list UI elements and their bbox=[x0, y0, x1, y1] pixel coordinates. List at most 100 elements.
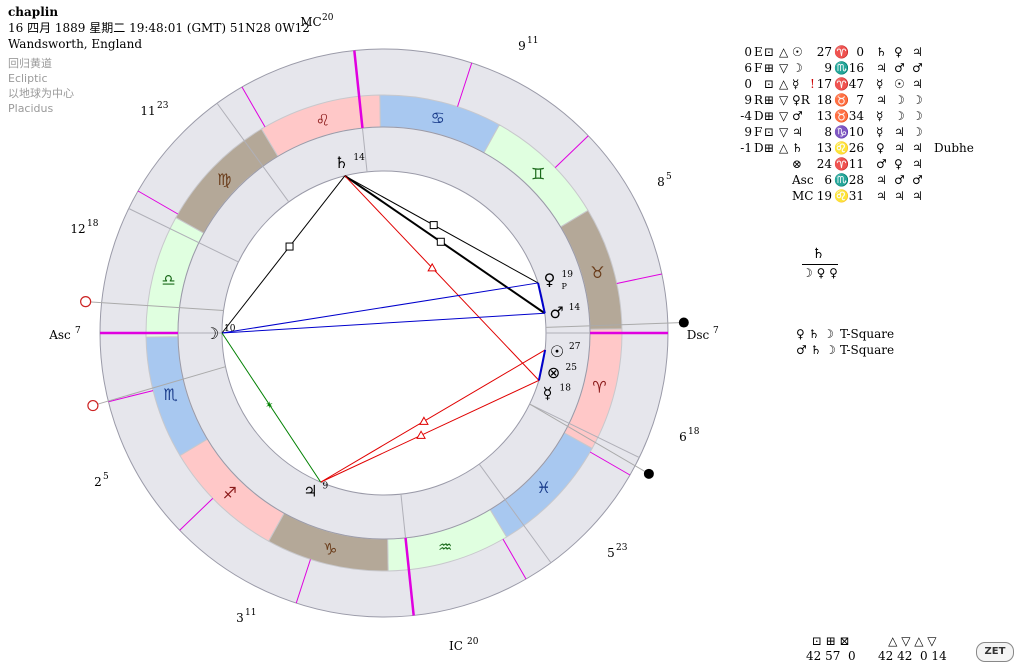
house-9-label: 9 bbox=[518, 39, 526, 53]
cell-mark: ! bbox=[810, 77, 815, 91]
dispositor-top: ♄ bbox=[812, 246, 825, 262]
house-5-label: 5 bbox=[607, 546, 615, 560]
cell-deg: 24 bbox=[816, 157, 832, 171]
cell-r3: ☽ bbox=[912, 109, 923, 123]
cell-a2: △ bbox=[779, 141, 789, 155]
cusp-tick bbox=[457, 62, 473, 107]
venus-degree: 19 bbox=[561, 270, 573, 280]
aspect-counts-a: 42 57 0 bbox=[806, 649, 856, 663]
cell-n: 6 bbox=[744, 61, 752, 75]
ic-axis bbox=[404, 537, 415, 616]
aspect-line bbox=[344, 175, 539, 284]
cusp-tick bbox=[179, 497, 214, 531]
cell-sign: ♈ bbox=[834, 77, 849, 91]
house-cusp-line bbox=[529, 403, 640, 458]
cell-r1: ☿ bbox=[876, 125, 884, 139]
cell-l: R bbox=[754, 93, 764, 107]
house-12-label: 12 bbox=[70, 222, 85, 236]
fixed-star-open bbox=[87, 399, 99, 412]
coordinate-system: Ecliptic bbox=[8, 72, 48, 85]
cusp-tick bbox=[137, 190, 179, 215]
cell-deg: 27 bbox=[816, 45, 832, 59]
cell-l: E bbox=[754, 45, 763, 59]
cell-deg: 8 bbox=[824, 125, 832, 139]
birth-place: Wandsworth, England bbox=[8, 37, 142, 51]
cell-min: 7 bbox=[856, 93, 864, 107]
house-6-degree: 18 bbox=[688, 427, 700, 437]
cell-r3: ♃ bbox=[912, 157, 923, 171]
aspect-marker-square bbox=[436, 237, 445, 246]
cell-deg: 9 bbox=[824, 61, 832, 75]
cell-a1: ⊡ bbox=[764, 45, 775, 59]
venus-retro-mark: P bbox=[561, 282, 567, 291]
zodiac-sign-glyph: ♊ bbox=[531, 164, 545, 183]
ic-label: IC bbox=[449, 639, 463, 653]
cell-a2: △ bbox=[779, 45, 789, 59]
sun-glyph: ☉ bbox=[550, 342, 564, 361]
saturn-degree: 14 bbox=[353, 153, 365, 163]
pattern-1-label: T-Square bbox=[840, 327, 895, 341]
cusp-tick bbox=[241, 86, 266, 128]
aspect-line bbox=[221, 282, 539, 334]
cell-a3: ♀R bbox=[792, 93, 810, 107]
cell-min: 0 bbox=[856, 45, 864, 59]
cell-sign: ♉ bbox=[834, 93, 849, 107]
zodiac-sign-glyph: ♍ bbox=[217, 170, 231, 189]
jupiter-glyph: ♃ bbox=[303, 482, 317, 501]
cell-sign: ♌ bbox=[834, 189, 849, 203]
star-guide-line bbox=[85, 301, 224, 311]
cell-r1: ♀ bbox=[876, 141, 885, 155]
cusp-tick bbox=[554, 135, 589, 169]
center-type: 以地球为中心 bbox=[8, 87, 74, 100]
house-2-degree: 5 bbox=[103, 472, 109, 482]
house-8-label: 8 bbox=[657, 175, 665, 189]
cell-a3: ☽ bbox=[792, 61, 803, 75]
cell-r2: ♂ bbox=[894, 61, 905, 75]
cell-sign: ♑ bbox=[834, 125, 849, 139]
house-cusp-line bbox=[216, 102, 290, 203]
cell-a2: ▽ bbox=[779, 109, 789, 123]
aspect-marker-square bbox=[429, 221, 438, 230]
cell-r3: ♂ bbox=[912, 173, 923, 187]
aspect-center bbox=[221, 170, 547, 496]
cell-r2: ☽ bbox=[894, 109, 905, 123]
cell-sign: ♈ bbox=[834, 157, 849, 171]
cusp-tick bbox=[589, 451, 631, 476]
cell-r3: ♃ bbox=[912, 77, 923, 91]
house-5-degree: 23 bbox=[616, 543, 628, 553]
cell-l: D bbox=[754, 109, 764, 123]
dispositor-bottom: ☽ ♀ ♀ bbox=[802, 264, 838, 280]
cell-a3: ☿ bbox=[792, 77, 800, 91]
cusp-tick bbox=[108, 390, 154, 403]
star-guide-line bbox=[529, 403, 650, 475]
dsc-label-degree: 7 bbox=[713, 326, 719, 336]
zet-logo-button[interactable]: ZET bbox=[976, 642, 1014, 662]
cell-min: 31 bbox=[848, 189, 864, 203]
aspect-line bbox=[221, 332, 322, 483]
cell-l: F bbox=[754, 61, 763, 75]
house-6-label: 6 bbox=[679, 430, 687, 444]
aspect-line bbox=[221, 175, 346, 334]
aspect-line bbox=[320, 349, 546, 483]
cell-a3: ♃ bbox=[792, 125, 803, 139]
aspect-counts-b: 42 42 0 14 bbox=[878, 649, 947, 663]
cell-r1: ♂ bbox=[876, 157, 887, 171]
cell-a3: ☉ bbox=[792, 45, 803, 59]
aspect-symbols-b: △ ▽ △ ▽ bbox=[888, 634, 937, 648]
venus-glyph: ♀ bbox=[544, 270, 556, 289]
cell-deg: 13 bbox=[816, 141, 832, 155]
house-3-degree: 11 bbox=[245, 608, 256, 618]
cell-sign: ♏ bbox=[834, 61, 849, 75]
zodiac-sign-glyph: ♉ bbox=[590, 263, 604, 282]
house-cusp-line bbox=[478, 463, 552, 564]
aspect-line bbox=[320, 379, 540, 483]
moon-glyph: ☽ bbox=[205, 324, 219, 343]
cell-r3: ☽ bbox=[912, 125, 923, 139]
cell-sign: ♏ bbox=[834, 173, 849, 187]
cell-deg: 17 bbox=[816, 77, 832, 91]
cell-n: 9 bbox=[744, 93, 752, 107]
fixed-star-filled bbox=[643, 468, 654, 479]
cell-r2: ♂ bbox=[894, 173, 905, 187]
cell-n: 9 bbox=[744, 125, 752, 139]
